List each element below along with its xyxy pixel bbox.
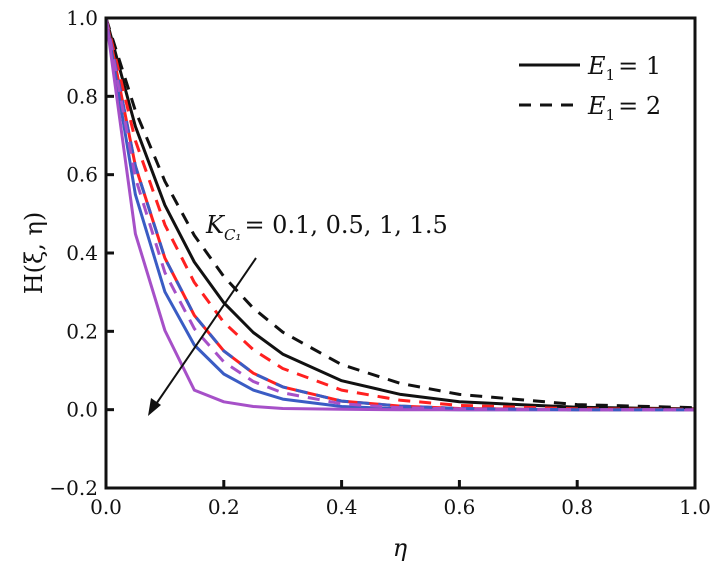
annotation-text: KC₁ = 0.1, 0.5, 1, 1.5	[205, 211, 448, 244]
series-line	[104, 17, 695, 412]
legend: E1 = 1 E1 = 2	[519, 52, 661, 124]
x-tick-label: 0.0	[90, 495, 122, 519]
x-tick-label: 0.6	[443, 495, 475, 519]
annotation: KC₁ = 0.1, 0.5, 1, 1.5	[148, 211, 448, 416]
y-tick-label: −0.2	[49, 476, 98, 500]
series-lines	[104, 17, 696, 412]
x-tick-label: 0.2	[208, 495, 240, 519]
plot-frame	[104, 16, 697, 490]
y-tick-label: 1.0	[66, 6, 98, 30]
x-tick-label: 1.0	[679, 495, 711, 519]
legend-entry-2: E1 = 2	[587, 92, 661, 124]
series-line	[104, 17, 696, 411]
y-tick-label: 0.2	[66, 319, 98, 343]
x-axis-label: η	[393, 534, 408, 562]
series-line	[104, 17, 696, 411]
y-axis-label: H(ξ, η)	[20, 212, 48, 295]
y-tick-label: 0.8	[66, 84, 98, 108]
y-tick-label: 0.4	[66, 241, 98, 265]
y-tick-label: 0.0	[66, 398, 98, 422]
x-tick-label: 0.4	[326, 495, 358, 519]
axis-ticks: 0.0 0.2 0.4 0.6 0.8 1.0−0.20.00.20.40.60.81.0	[49, 6, 710, 519]
x-tick-label: 0.8	[561, 495, 593, 519]
legend-entry-1: E1 = 1	[587, 52, 661, 84]
series-line	[104, 17, 696, 410]
annotation-arrow	[151, 257, 257, 411]
annotation-arrowhead	[148, 398, 161, 416]
y-tick-label: 0.6	[66, 163, 98, 187]
series-line	[104, 17, 695, 412]
